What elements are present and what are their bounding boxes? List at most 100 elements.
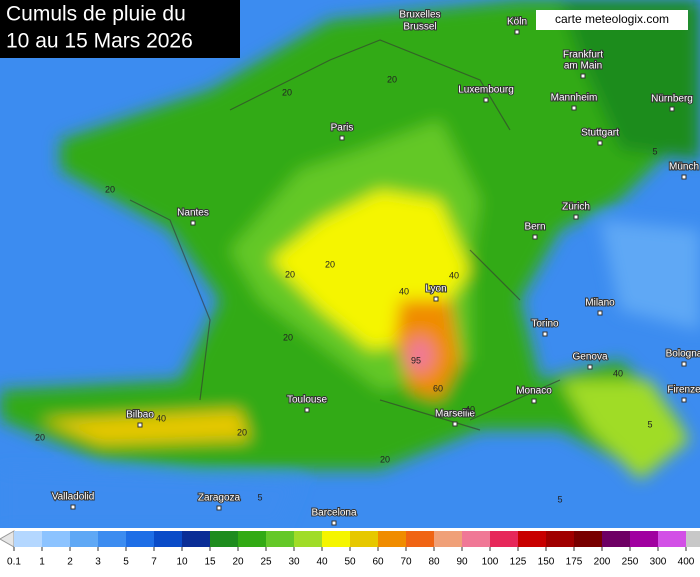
legend-tick-label: 400 [678, 557, 695, 568]
city-label: Köln [507, 17, 527, 28]
title-line: Cumuls de pluie du [6, 3, 186, 26]
contour-label: 20 [285, 269, 295, 279]
city-label: Genova [572, 352, 607, 363]
contour-label: 40 [613, 368, 623, 378]
city-label: Bruxelles [399, 10, 440, 21]
contour-label: 20 [35, 432, 45, 442]
city-label: Torino [531, 319, 559, 330]
city-dot [681, 174, 687, 180]
legend-tick-label: 200 [594, 557, 611, 568]
city-label: Milano [585, 298, 615, 309]
city-label: Frankfurt [563, 50, 603, 61]
legend-tick-label: 1 [39, 557, 45, 568]
city-label: Münch [669, 162, 699, 173]
legend-tick-label: 70 [400, 557, 412, 568]
city-label: Valladolid [52, 492, 95, 503]
legend-end [686, 531, 700, 547]
legend-tick-label: 2 [67, 557, 73, 568]
contour-label: 5 [257, 492, 262, 502]
contour-label: 95 [411, 355, 421, 365]
city-label: Zürich [562, 202, 590, 213]
city-dot [532, 234, 538, 240]
legend-tick-label: 40 [316, 557, 328, 568]
city-dot [190, 220, 196, 226]
legend-swatch [238, 531, 266, 547]
legend-tick-label: 7 [151, 557, 157, 568]
legend-tick-label: 0.1 [7, 557, 21, 568]
legend-tick-label: 10 [176, 557, 188, 568]
credit: carte meteologix.com [555, 12, 669, 26]
legend-swatch [378, 531, 406, 547]
legend-swatch [434, 531, 462, 547]
city-label: Bologna [666, 349, 700, 360]
contour-label: 20 [283, 332, 293, 342]
legend-swatch [182, 531, 210, 547]
city-dot [669, 106, 675, 112]
contour-label: 60 [433, 383, 443, 393]
city-dot [452, 421, 458, 427]
legend-tick-label: 150 [538, 557, 555, 568]
legend-swatch [630, 531, 658, 547]
contour-label: 40 [449, 270, 459, 280]
city-dot [216, 505, 222, 511]
title-line: 10 au 15 Mars 2026 [6, 30, 193, 53]
contour-label: 20 [387, 74, 397, 84]
legend-swatch [126, 531, 154, 547]
legend-tick-label: 80 [428, 557, 440, 568]
city-dot [70, 504, 76, 510]
legend-tick-label: 50 [344, 557, 356, 568]
legend-tick-label: 25 [260, 557, 272, 568]
legend-swatch [518, 531, 546, 547]
legend-swatch [266, 531, 294, 547]
city-dot [483, 97, 489, 103]
city-dot [304, 407, 310, 413]
title-box [0, 0, 240, 58]
precip-field [0, 0, 700, 528]
contour-label: 5 [557, 494, 562, 504]
contour-label: 20 [380, 454, 390, 464]
city-label: Barcelona [311, 508, 356, 519]
legend-swatch [546, 531, 574, 547]
city-label: Brussel [403, 22, 436, 33]
city-label: Nürnberg [651, 94, 693, 105]
city-dot [573, 214, 579, 220]
legend-swatch [98, 531, 126, 547]
city-dot [514, 29, 520, 35]
legend-tick-label: 30 [288, 557, 300, 568]
legend-tick-label: 175 [566, 557, 583, 568]
legend-swatch [490, 531, 518, 547]
legend-swatch [350, 531, 378, 547]
city-dot [681, 361, 687, 367]
contour-label: 20 [325, 259, 335, 269]
legend-tick-label: 90 [456, 557, 468, 568]
city-dot [580, 73, 586, 79]
city-dot [137, 422, 143, 428]
legend-tick-label: 15 [204, 557, 216, 568]
credit-box [536, 10, 688, 30]
city-label: Nantes [177, 208, 209, 219]
legend-swatch [322, 531, 350, 547]
legend-tick-label: 20 [232, 557, 244, 568]
city-label: Luxembourg [458, 85, 514, 96]
city-label: Mannheim [551, 93, 598, 104]
contour-label: 5 [652, 146, 657, 156]
city-label: Stuttgart [581, 128, 619, 139]
city-label: Firenze [667, 385, 700, 396]
city-dot [331, 520, 337, 526]
contour-label: 40 [399, 286, 409, 296]
legend-swatch [294, 531, 322, 547]
legend-swatch [602, 531, 630, 547]
legend-swatch [14, 531, 42, 547]
legend-tick-label: 60 [372, 557, 384, 568]
contour-label: 20 [105, 184, 115, 194]
contour-label: 20 [282, 87, 292, 97]
city-dot [339, 135, 345, 141]
legend-tick-label: 250 [622, 557, 639, 568]
legend-tick-label: 5 [123, 557, 129, 568]
contour-label: 20 [237, 427, 247, 437]
city-label: Bern [524, 222, 545, 233]
city-dot [587, 364, 593, 370]
city-dot [433, 296, 439, 302]
city-dot [531, 398, 537, 404]
